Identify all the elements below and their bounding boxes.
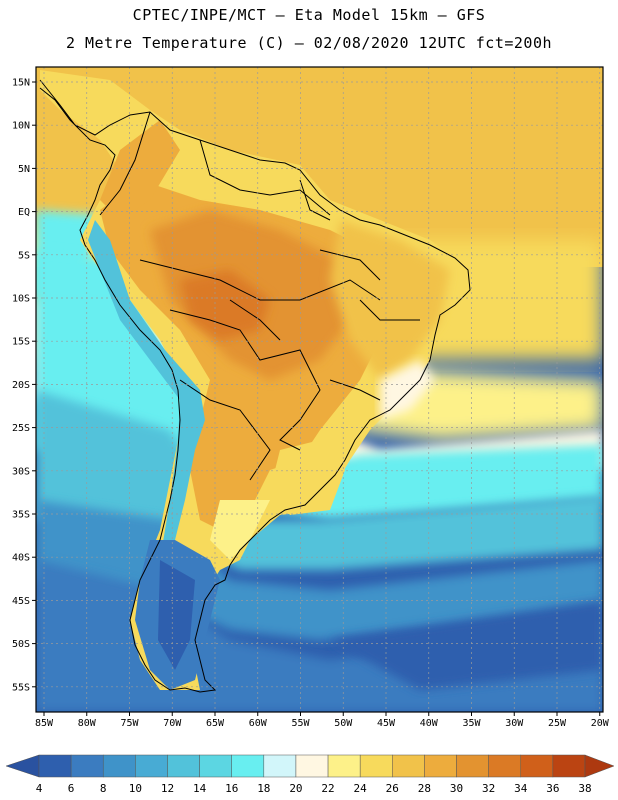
lon-label: 70W	[163, 718, 182, 729]
colorbar-swatch	[231, 754, 265, 778]
colorbar-label: 6	[67, 782, 75, 795]
lat-label: 15N	[12, 78, 30, 89]
colorbar-swatch	[167, 754, 200, 778]
lon-label: 60W	[249, 718, 268, 729]
longitude-labels: 85W 80W 75W 70W 65W 60W 55W 50W 45W 40W 35W 30W 25W 2…	[35, 712, 610, 729]
lat-label: 55S	[12, 682, 30, 693]
colorbar-label: 16	[225, 782, 239, 795]
lon-label: 45W	[377, 718, 396, 729]
lat-label: 20S	[12, 380, 30, 391]
colorbar-label: 32	[482, 782, 496, 795]
lat-label: 25S	[12, 423, 30, 434]
colorbar-label: 18	[257, 782, 271, 795]
colorbar-swatch	[295, 754, 329, 778]
lon-label: 50W	[334, 718, 353, 729]
colorbar-swatch	[552, 754, 586, 778]
lat-label: EQ	[18, 207, 30, 218]
colorbar-label: 14	[192, 782, 207, 795]
lon-label: 85W	[35, 718, 54, 729]
lon-label: 30W	[505, 718, 524, 729]
map-title-line2: 2 Metre Temperature (C) – 02/08/2020 12U…	[65, 34, 553, 52]
colorbar-label: 20	[289, 782, 303, 795]
map-title-line1: CPTEC/INPE/MCT – Eta Model 15km – GFS	[132, 6, 486, 24]
lat-label: 10S	[12, 294, 30, 305]
lon-label: 25W	[548, 718, 567, 729]
lon-label: 55W	[291, 718, 310, 729]
colorbar-label: 26	[385, 782, 399, 795]
colorbar-swatch	[199, 754, 232, 778]
colorbar-label: 12	[160, 782, 175, 795]
lon-label: 75W	[120, 718, 139, 729]
lon-label: 20W	[591, 718, 610, 729]
colorbar-label: 28	[417, 782, 432, 795]
lat-label: 30S	[12, 466, 30, 477]
colorbar-swatch	[520, 754, 554, 778]
lat-label: 40S	[12, 553, 30, 564]
map-frame	[35, 66, 604, 713]
colorbar-low-arrow	[5, 754, 40, 778]
colorbar-swatch	[38, 754, 72, 778]
colorbar-swatch	[359, 754, 393, 778]
colorbar-label: 22	[321, 782, 335, 795]
colorbar	[5, 754, 615, 778]
colorbar-high-arrow	[584, 754, 615, 778]
colorbar-swatch	[102, 754, 136, 778]
lon-label: 40W	[420, 718, 439, 729]
lon-label: 35W	[462, 718, 481, 729]
lat-label: 35S	[12, 510, 30, 521]
colorbar-label: 36	[546, 782, 560, 795]
lat-label: 15S	[12, 337, 30, 348]
latitude-labels: 15N 10N 5N EQ 5S 10S 15S 20S 25S 30S 35S 40S 45S 50S 5…	[12, 78, 36, 693]
colorbar-swatch	[135, 754, 168, 778]
coastline	[39, 79, 471, 693]
colorbar-label: 30	[449, 782, 464, 795]
colorbar-swatch	[424, 754, 457, 778]
colorbar-label: 38	[578, 782, 592, 795]
lon-label: 80W	[78, 718, 97, 729]
lon-label: 65W	[206, 718, 225, 729]
colorbar-label: 4	[35, 782, 43, 795]
lat-label: 5S	[18, 250, 30, 261]
lat-label: 10N	[12, 121, 30, 132]
colorbar-label: 24	[353, 782, 367, 795]
colorbar-swatch	[70, 754, 104, 778]
colorbar-swatch	[327, 754, 361, 778]
colorbar-swatch	[392, 754, 425, 778]
colorbar-label: 10	[128, 782, 142, 795]
colorbar-swatch	[263, 754, 297, 778]
colorbar-swatch	[456, 754, 489, 778]
lat-label: 50S	[12, 639, 30, 650]
colorbar-label: 8	[99, 782, 107, 795]
temperature-field	[36, 67, 603, 712]
colorbar-swatch	[488, 754, 522, 778]
lat-label: 5N	[18, 164, 30, 175]
lat-label: 45S	[12, 596, 30, 607]
colorbar-label: 34	[514, 782, 528, 795]
